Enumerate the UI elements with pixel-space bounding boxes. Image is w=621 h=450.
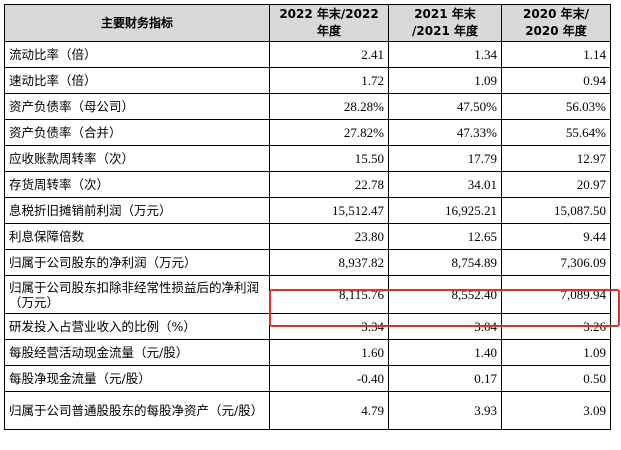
table-row: 存货周转率（次） 22.78 34.01 20.97 bbox=[4, 171, 611, 198]
cell-2021: 12.65 bbox=[388, 223, 502, 250]
cell-2021: 1.09 bbox=[388, 67, 502, 94]
cell-2020: 12.97 bbox=[501, 145, 611, 172]
row-label: 每股净现金流量（元/股） bbox=[4, 365, 270, 392]
table-row: 研发投入占营业收入的比例（%） 3.34 3.04 3.26 bbox=[4, 313, 611, 340]
table-row: 归属于公司股东的净利润（万元） 8,937.82 8,754.89 7,306.… bbox=[4, 249, 611, 276]
row-label: 速动比率（倍） bbox=[4, 67, 270, 94]
cell-2020: 9.44 bbox=[501, 223, 611, 250]
cell-2022: 8,937.82 bbox=[269, 249, 389, 276]
cell-2021: 1.34 bbox=[388, 41, 502, 68]
cell-2021: 47.50% bbox=[388, 93, 502, 120]
cell-2021: 8,552.40 bbox=[388, 275, 502, 314]
cell-2022: 2.41 bbox=[269, 41, 389, 68]
cell-2021: 16,925.21 bbox=[388, 197, 502, 224]
table-row: 息税折旧摊销前利润（万元） 15,512.47 16,925.21 15,087… bbox=[4, 197, 611, 224]
cell-2022: 15.50 bbox=[269, 145, 389, 172]
column-header-2021: 2021 年末 /2021 年度 bbox=[388, 4, 502, 42]
cell-2021: 3.93 bbox=[388, 391, 502, 430]
cell-2022: 23.80 bbox=[269, 223, 389, 250]
cell-2021: 34.01 bbox=[388, 171, 502, 198]
row-label: 归属于公司普通股股东的每股净资产（元/股） bbox=[4, 391, 270, 430]
cell-2021: 3.04 bbox=[388, 313, 502, 340]
header-row: 主要财务指标 2022 年末/2022 年度 2021 年末 /2021 年度 … bbox=[4, 4, 611, 42]
cell-2022: 8,115.76 bbox=[269, 275, 389, 314]
cell-2020: 0.50 bbox=[501, 365, 611, 392]
cell-2020: 7,089.94 bbox=[501, 275, 611, 314]
row-label: 流动比率（倍） bbox=[4, 41, 270, 68]
cell-2021: 0.17 bbox=[388, 365, 502, 392]
cell-2022: 15,512.47 bbox=[269, 197, 389, 224]
cell-2020: 15,087.50 bbox=[501, 197, 611, 224]
row-label: 应收账款周转率（次） bbox=[4, 145, 270, 172]
table-row: 每股经营活动现金流量（元/股） 1.60 1.40 1.09 bbox=[4, 339, 611, 366]
column-header-indicator: 主要财务指标 bbox=[4, 4, 270, 42]
cell-2022: 4.79 bbox=[269, 391, 389, 430]
cell-2022: 28.28% bbox=[269, 93, 389, 120]
cell-2020: 55.64% bbox=[501, 119, 611, 146]
row-label: 归属于公司股东扣除非经常性损益后的净利润（万元） bbox=[4, 275, 270, 314]
cell-2021: 8,754.89 bbox=[388, 249, 502, 276]
row-label: 利息保障倍数 bbox=[4, 223, 270, 250]
row-label: 存货周转率（次） bbox=[4, 171, 270, 198]
cell-2020: 3.09 bbox=[501, 391, 611, 430]
cell-2021: 1.40 bbox=[388, 339, 502, 366]
table-row: 每股净现金流量（元/股） -0.40 0.17 0.50 bbox=[4, 365, 611, 392]
cell-2020: 0.94 bbox=[501, 67, 611, 94]
cell-2022: 1.72 bbox=[269, 67, 389, 94]
cell-2020: 7,306.09 bbox=[501, 249, 611, 276]
table-row: 资产负债率（母公司） 28.28% 47.50% 56.03% bbox=[4, 93, 611, 120]
cell-2020: 1.14 bbox=[501, 41, 611, 68]
row-label: 归属于公司股东的净利润（万元） bbox=[4, 249, 270, 276]
table-row: 资产负债率（合并） 27.82% 47.33% 55.64% bbox=[4, 119, 611, 146]
row-label: 资产负债率（合并） bbox=[4, 119, 270, 146]
table-row-highlighted: 归属于公司股东扣除非经常性损益后的净利润（万元） 8,115.76 8,552.… bbox=[4, 275, 611, 314]
row-label: 每股经营活动现金流量（元/股） bbox=[4, 339, 270, 366]
table-row: 归属于公司普通股股东的每股净资产（元/股） 4.79 3.93 3.09 bbox=[4, 391, 611, 430]
cell-2022: 22.78 bbox=[269, 171, 389, 198]
table-row: 流动比率（倍） 2.41 1.34 1.14 bbox=[4, 41, 611, 68]
row-label: 研发投入占营业收入的比例（%） bbox=[4, 313, 270, 340]
column-header-2022: 2022 年末/2022 年度 bbox=[269, 4, 389, 42]
cell-2020: 3.26 bbox=[501, 313, 611, 340]
row-label: 息税折旧摊销前利润（万元） bbox=[4, 197, 270, 224]
row-label: 资产负债率（母公司） bbox=[4, 93, 270, 120]
cell-2022: 3.34 bbox=[269, 313, 389, 340]
column-header-2020: 2020 年末/ 2020 年度 bbox=[501, 4, 611, 42]
table-row: 利息保障倍数 23.80 12.65 9.44 bbox=[4, 223, 611, 250]
cell-2021: 17.79 bbox=[388, 145, 502, 172]
cell-2020: 1.09 bbox=[501, 339, 611, 366]
table-row: 应收账款周转率（次） 15.50 17.79 12.97 bbox=[4, 145, 611, 172]
cell-2021: 47.33% bbox=[388, 119, 502, 146]
cell-2022: -0.40 bbox=[269, 365, 389, 392]
cell-2020: 56.03% bbox=[501, 93, 611, 120]
cell-2020: 20.97 bbox=[501, 171, 611, 198]
cell-2022: 1.60 bbox=[269, 339, 389, 366]
cell-2022: 27.82% bbox=[269, 119, 389, 146]
financial-indicators-table: 主要财务指标 2022 年末/2022 年度 2021 年末 /2021 年度 … bbox=[4, 4, 611, 430]
table-row: 速动比率（倍） 1.72 1.09 0.94 bbox=[4, 67, 611, 94]
